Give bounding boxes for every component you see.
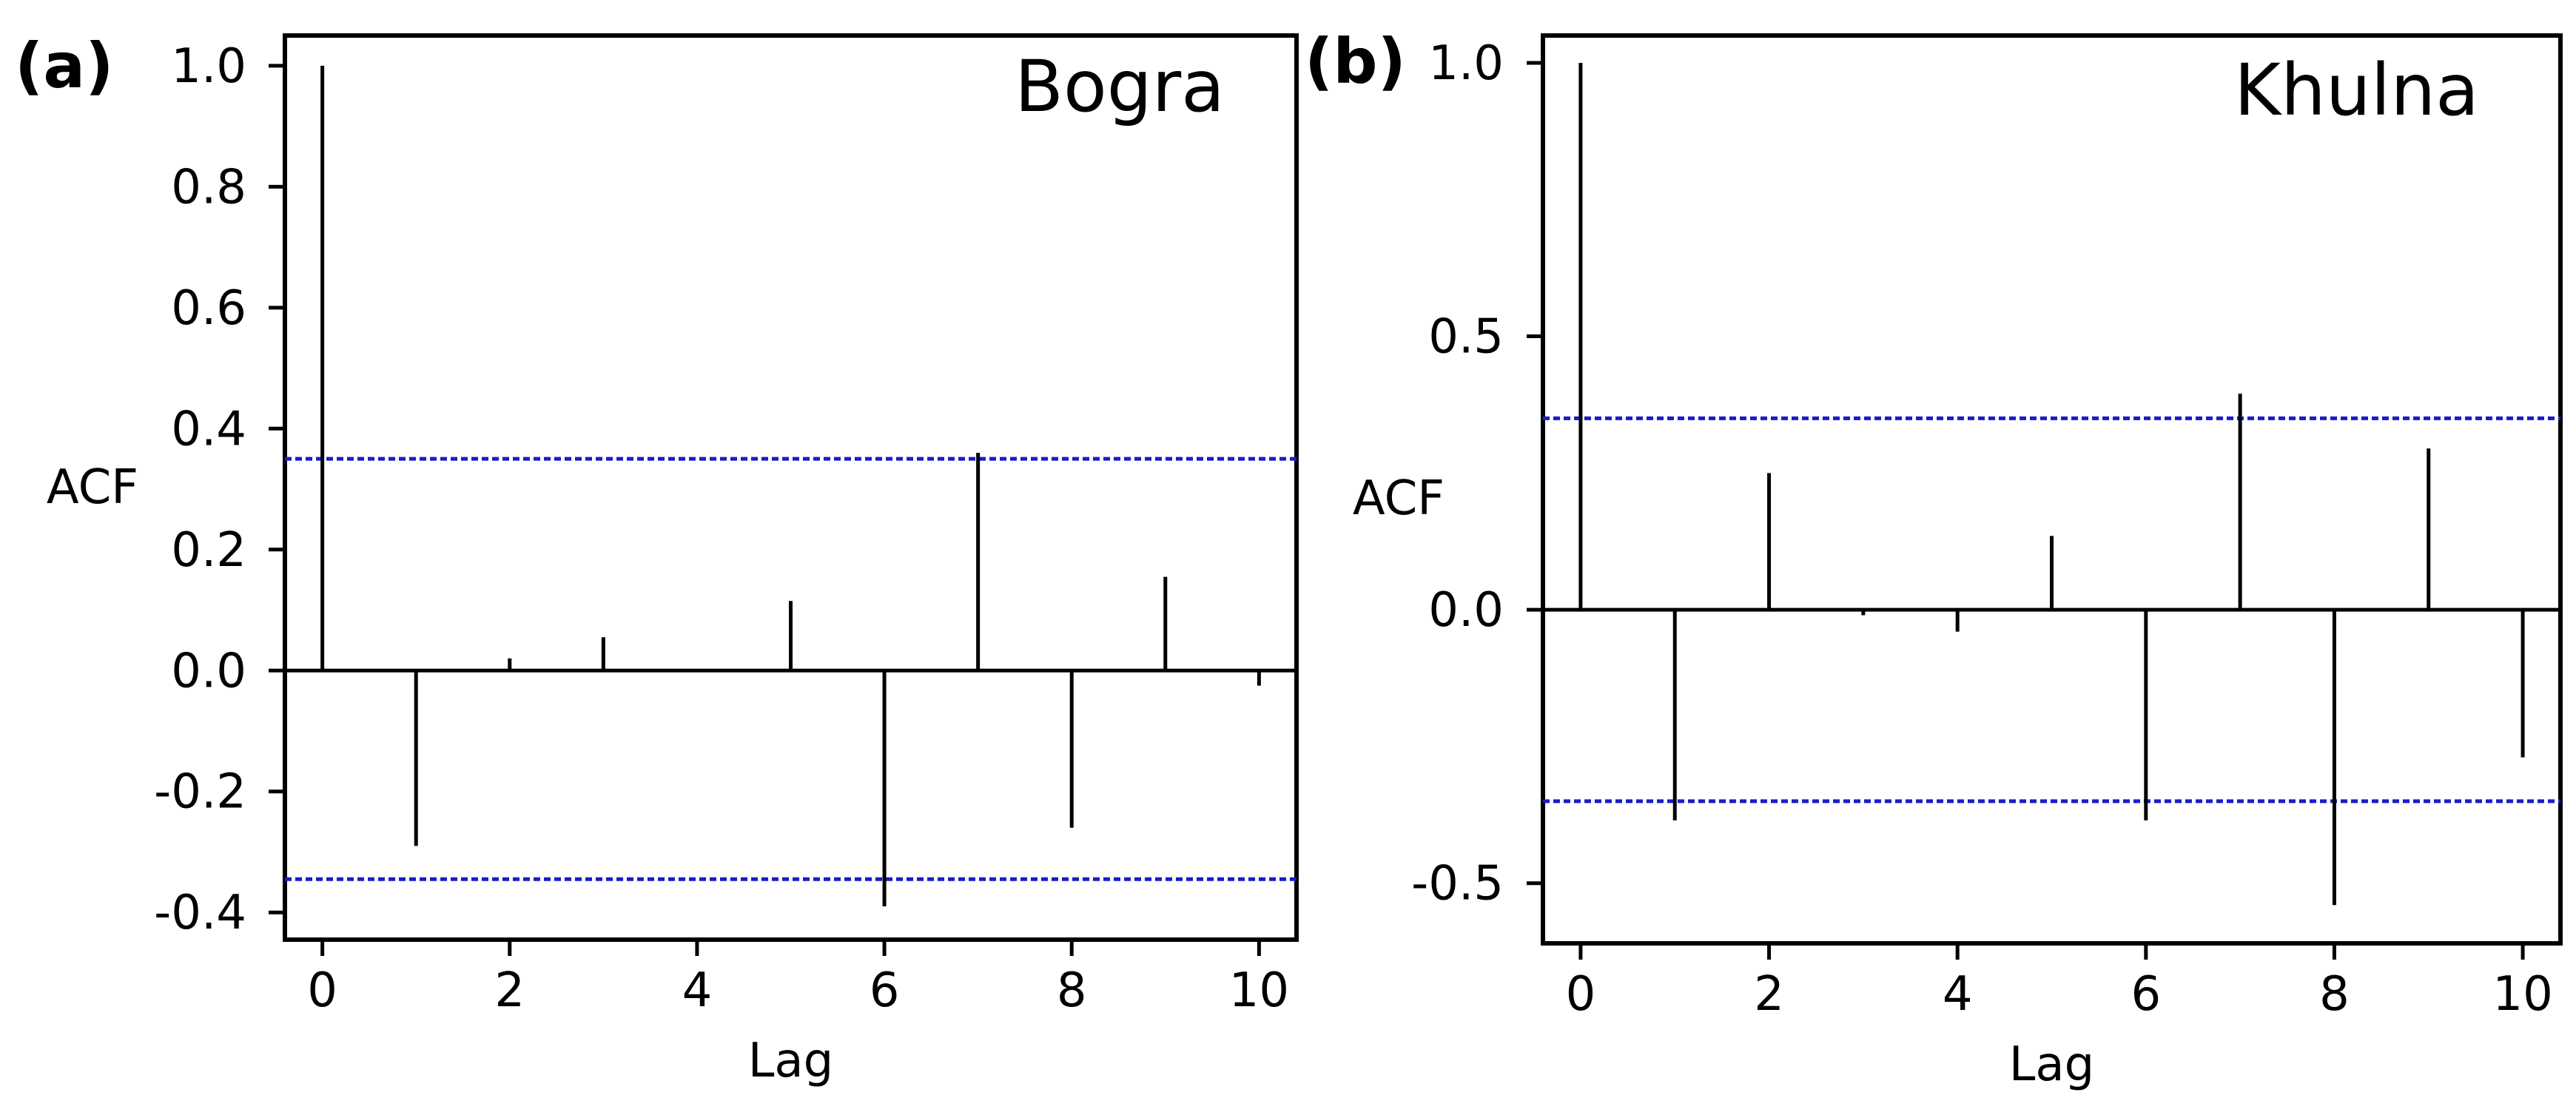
panel-b-khulna: 0 2 4 6 8 10 1.0 0.5 0.0 -0.5 Lag ACF (b) Khulna [1305, 25, 2563, 1092]
y-tick-label: -0.2 [154, 765, 246, 820]
y-tick-label: 0.5 [1428, 310, 1504, 365]
x-tick-label: 6 [2131, 967, 2161, 1022]
x-tick-label: 10 [1229, 963, 1289, 1018]
panel-label: (b) [1305, 25, 1406, 98]
y-tick-label: 1.0 [171, 39, 246, 94]
x-axis-label: Lag [2009, 1037, 2095, 1092]
x-tick-label: 6 [870, 963, 900, 1018]
x-axis-label: Lag [748, 1034, 834, 1088]
x-tick-label: 0 [307, 963, 337, 1018]
y-tick-label: 0.4 [171, 402, 246, 457]
site-name: Bogra [1015, 45, 1225, 128]
y-tick-label: 0.2 [171, 523, 246, 578]
plot-frame [1541, 33, 2563, 946]
x-tick-label: 10 [2492, 967, 2552, 1022]
x-tick-label: 0 [1566, 967, 1596, 1022]
y-axis-label: ACF [1353, 471, 1445, 526]
y-tick-label: 0.8 [171, 160, 246, 215]
y-tick-label: 0.0 [1428, 583, 1504, 638]
x-tick-label: 8 [1057, 963, 1087, 1018]
y-tick-label: 0.6 [171, 281, 246, 336]
y-axis-label: ACF [47, 460, 138, 515]
panel-a-bogra: 0 2 4 6 8 10 1.0 0.8 0.6 0.4 0.2 0.0 -0.2 -0.4 Lag ACF (… [15, 30, 1299, 1088]
y-tick-label: -0.4 [154, 886, 246, 940]
x-tick-label: 4 [1943, 967, 1973, 1022]
panel-label: (a) [15, 30, 113, 102]
x-tick-label: 2 [494, 963, 525, 1018]
x-tick-label: 8 [2319, 967, 2350, 1022]
y-tick-label: 0.0 [171, 644, 246, 698]
plot-frame [283, 33, 1299, 942]
y-tick-label: 1.0 [1428, 36, 1504, 91]
x-tick-label: 4 [682, 963, 713, 1018]
x-tick-label: 2 [1754, 967, 1784, 1022]
site-name: Khulna [2234, 49, 2479, 132]
y-tick-label: -0.5 [1411, 857, 1504, 912]
